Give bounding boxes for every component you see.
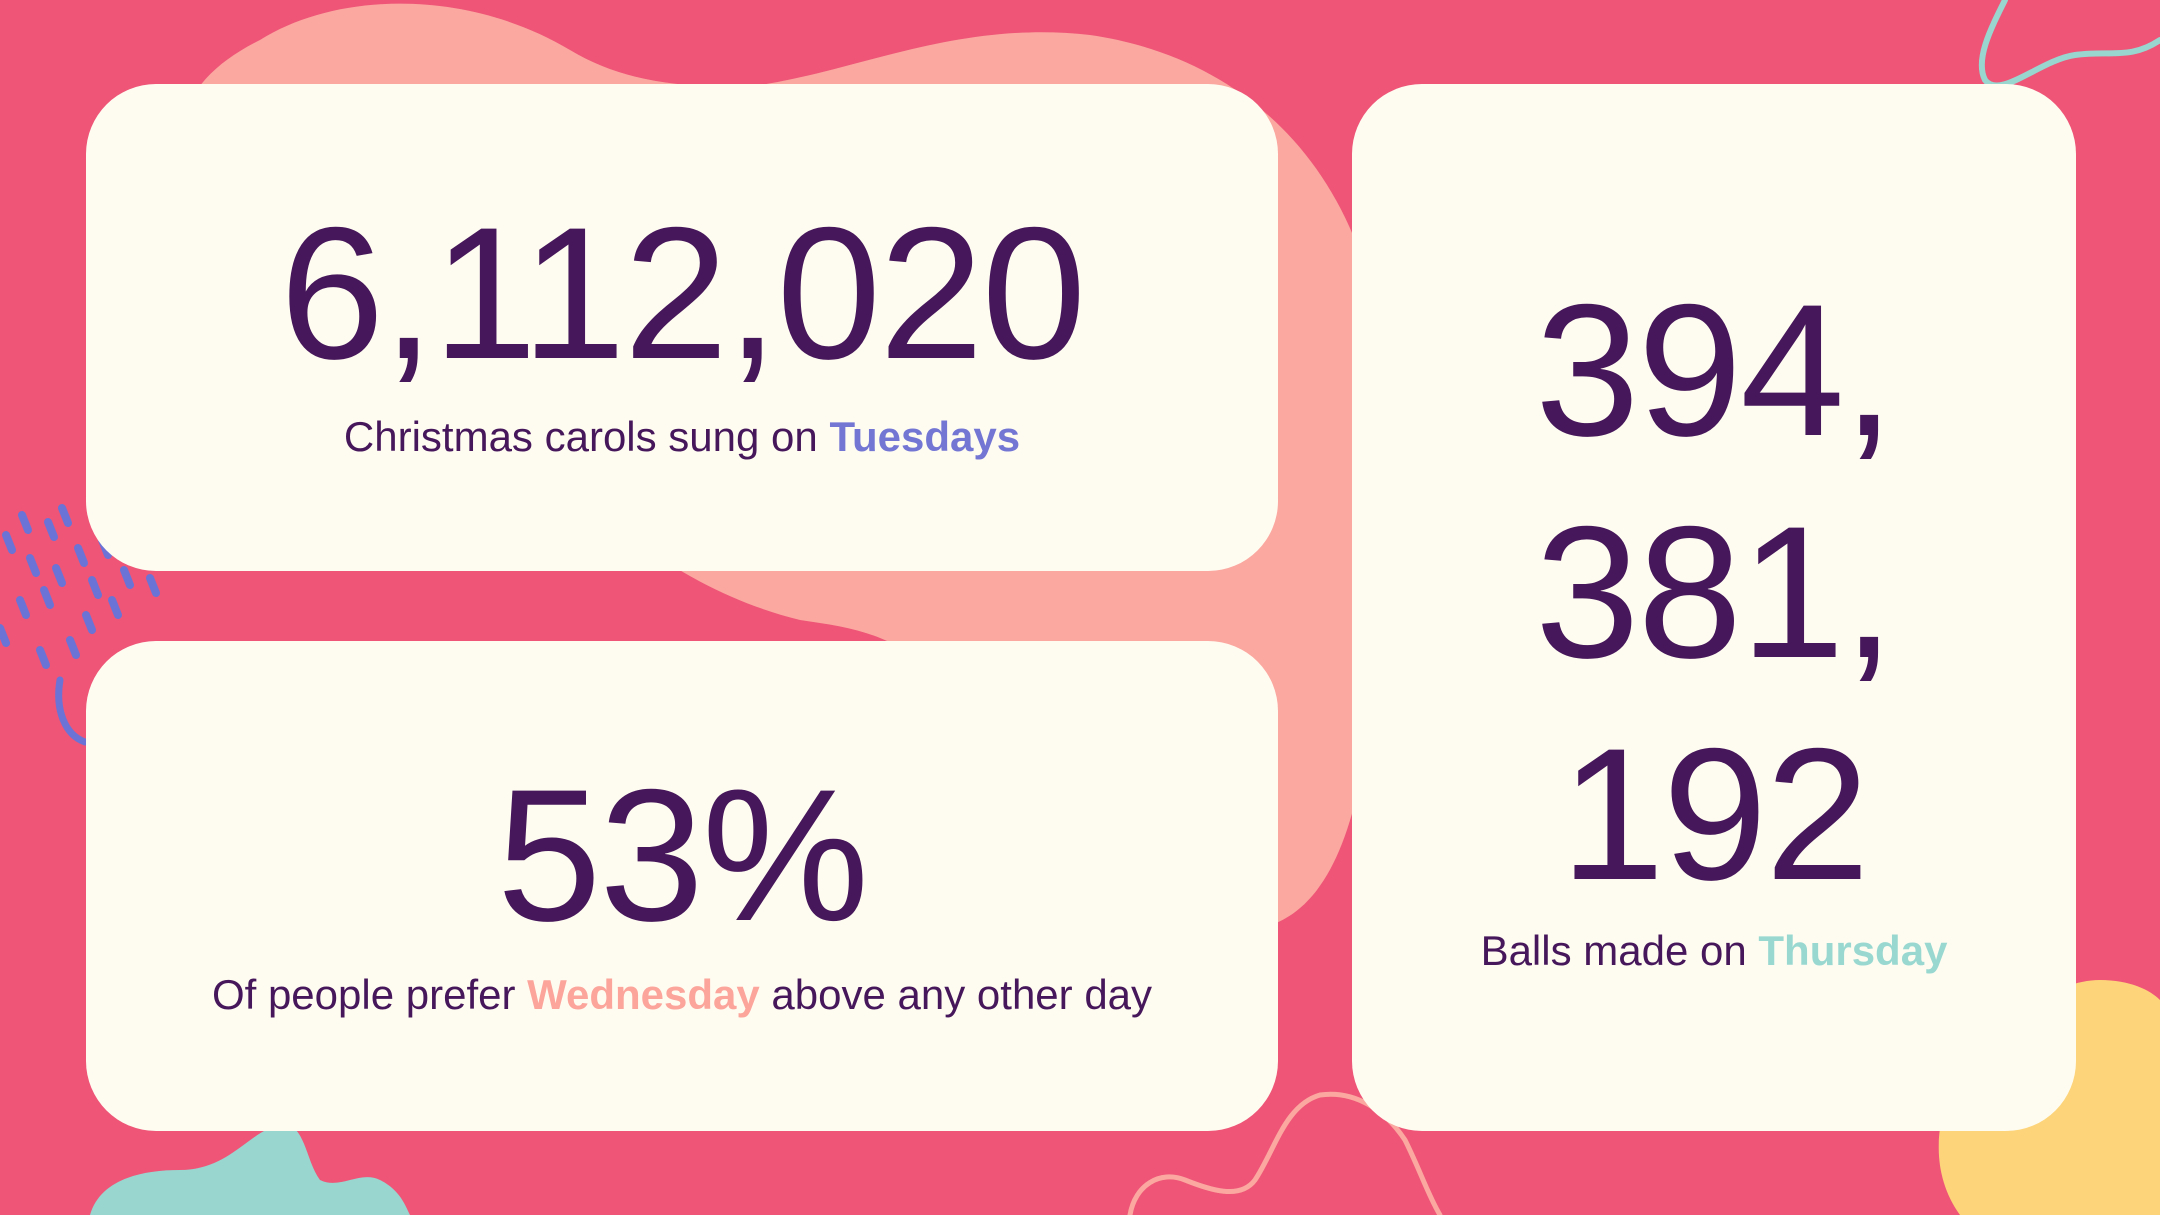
number-line-3: 192 — [1560, 709, 1870, 919]
stat-caption-wednesday: Of people prefer Wednesday above any oth… — [86, 974, 1278, 1016]
caption-text-after: above any other day — [759, 971, 1153, 1018]
number-line-1: 394, — [1535, 265, 1895, 475]
highlight-thursday: Thursday — [1758, 927, 1948, 974]
stat-number-carols: 6,112,020 — [279, 188, 1086, 398]
peach-squiggle — [1127, 1091, 1443, 1215]
caption-text: Of people prefer — [211, 971, 528, 1018]
dash-arc — [55, 676, 89, 746]
stat-number-balls: 394, 381, 192 — [1352, 259, 2076, 925]
number-line-2: 381, — [1535, 487, 1895, 697]
teal-blob — [90, 1124, 410, 1215]
highlight-tuesdays: Tuesdays — [829, 413, 1021, 460]
stat-card-carols: 6,112,020 Christmas carols sung on Tuesd… — [86, 84, 1278, 571]
highlight-wednesday: Wednesday — [527, 971, 760, 1018]
caption-text: Christmas carols sung on — [343, 413, 830, 460]
caption-text: Balls made on — [1480, 927, 1759, 974]
teal-squiggle — [1978, 0, 2160, 89]
stat-number-wednesday: 53% — [496, 750, 869, 960]
stat-card-wednesday: 53% Of people prefer Wednesday above any… — [86, 641, 1278, 1131]
stat-card-balls: 394, 381, 192 Balls made on Thursday — [1352, 84, 2076, 1131]
stat-caption-balls: Balls made on Thursday — [1352, 930, 2076, 972]
stat-caption-carols: Christmas carols sung on Tuesdays — [86, 416, 1278, 458]
